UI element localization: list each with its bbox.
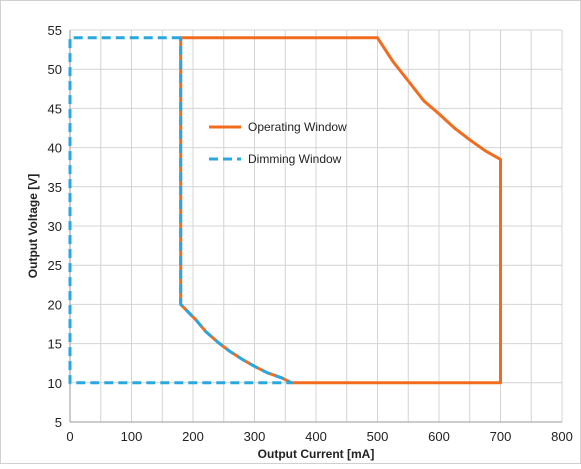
x-tick-label: 400 <box>305 429 327 444</box>
y-tick-label: 5 <box>55 415 62 430</box>
y-tick-label: 10 <box>48 376 62 391</box>
x-tick-label: 300 <box>244 429 266 444</box>
y-axis-title: Output Voltage [V] <box>26 174 40 278</box>
y-tick-label: 25 <box>48 258 62 273</box>
x-tick-label: 0 <box>66 429 73 444</box>
x-tick-label: 500 <box>367 429 389 444</box>
y-tick-label: 15 <box>48 337 62 352</box>
x-tick-label: 800 <box>551 429 573 444</box>
legend: Operating Window Dimming Window <box>209 120 347 166</box>
y-tick-label: 30 <box>48 219 62 234</box>
x-tick-label: 600 <box>428 429 450 444</box>
y-tick-label: 55 <box>48 23 62 38</box>
y-tick-label: 35 <box>48 180 62 195</box>
series-operating-window <box>179 36 502 385</box>
series-dimming-window <box>68 36 293 385</box>
y-tick-label: 40 <box>48 141 62 156</box>
legend-label: Operating Window <box>248 120 347 134</box>
y-tick-label: 20 <box>48 297 62 312</box>
x-axis-title: Output Current [mA] <box>258 447 375 461</box>
x-tick-label: 200 <box>182 429 204 444</box>
y-tick-label: 45 <box>48 101 62 116</box>
x-tick-label: 100 <box>121 429 143 444</box>
y-tick-label: 50 <box>48 62 62 77</box>
series-layer <box>68 36 502 385</box>
legend-label: Dimming Window <box>248 152 342 166</box>
x-tick-label: 700 <box>490 429 512 444</box>
